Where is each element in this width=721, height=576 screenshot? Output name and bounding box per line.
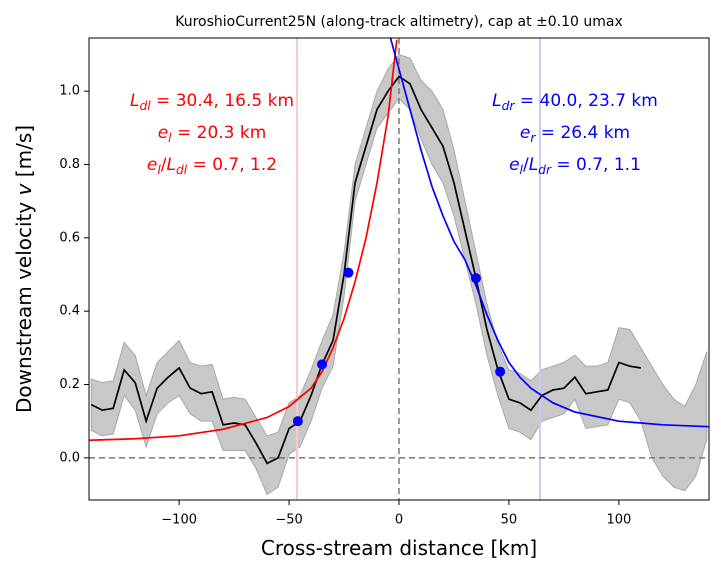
text-subscript: l [157,163,161,177]
text-part: = 40.0, 23.7 km [514,91,657,111]
text-subscript: dl [139,99,151,113]
x-tick-label: 0 [395,513,403,528]
text-part: L [167,155,176,175]
text-subscript: l [520,163,524,177]
annotation: Ldr​ = 40.0, 23.7 km [492,91,658,113]
marker-point [495,366,506,377]
y-tick-label: 0.6 [59,230,80,245]
text-part: / [523,155,529,175]
annotation: Ldl​ = 30.4, 16.5 km [130,91,294,113]
text-part: [m/s] [12,125,36,184]
marker-point [470,273,481,284]
annotation: el​ = 20.3 km [158,123,267,145]
x-tick-label: 50 [501,513,518,528]
annotation: el​/Ldr​ = 0.7, 1.1 [509,155,641,177]
text-part: = 20.3 km [172,123,267,143]
y-tick-label: 1.0 [59,84,80,99]
annotation: el​/Ldl​ = 0.7, 1.2 [147,155,277,177]
text-part: e [158,123,168,143]
x-tick-label: −100 [161,513,197,528]
text-part: e [509,155,519,175]
text-part: L [130,91,139,111]
text-part: = 0.7, 1.2 [187,155,277,175]
text-subscript: l [168,131,172,145]
x-tick-label: −50 [275,513,302,528]
text-part: = 0.7, 1.1 [551,155,641,175]
text-part: v [12,182,36,195]
text-part: e [147,155,157,175]
text-part: = 26.4 km [535,123,630,143]
text-part: L [529,155,538,175]
text-subscript: dl [176,163,188,177]
plot-area [89,38,709,500]
chart-title: KuroshioCurrent25N (along-track altimetr… [175,14,623,30]
text-subscript: dr [538,163,552,177]
series-line [389,38,709,428]
y-tick-label: 0.0 [59,450,80,465]
marker-point [292,416,303,427]
marker-point [343,267,354,278]
text-subscript: r [530,131,536,145]
text-part: L [492,91,501,111]
text-subscript: dr [502,99,516,113]
series-line [90,75,641,465]
uncertainty-band [90,53,708,496]
series-line [89,39,398,442]
y-tick-label: 0.2 [59,377,80,392]
text-part: e [520,123,530,143]
y-tick-label: 0.8 [59,157,80,172]
x-axis-label: Cross-stream distance [km] [261,536,537,560]
marker-point [317,359,328,370]
y-tick-label: 0.4 [59,304,80,319]
text-part: Cross-stream distance [km] [261,536,537,560]
x-tick-label: 100 [606,513,631,528]
y-axis-label: Downstream velocity v [m/s] [12,125,36,413]
text-part: Downstream velocity [12,195,36,413]
text-part: = 30.4, 16.5 km [151,91,294,111]
text-part: / [161,155,167,175]
annotation: er​ = 26.4 km [520,123,630,145]
